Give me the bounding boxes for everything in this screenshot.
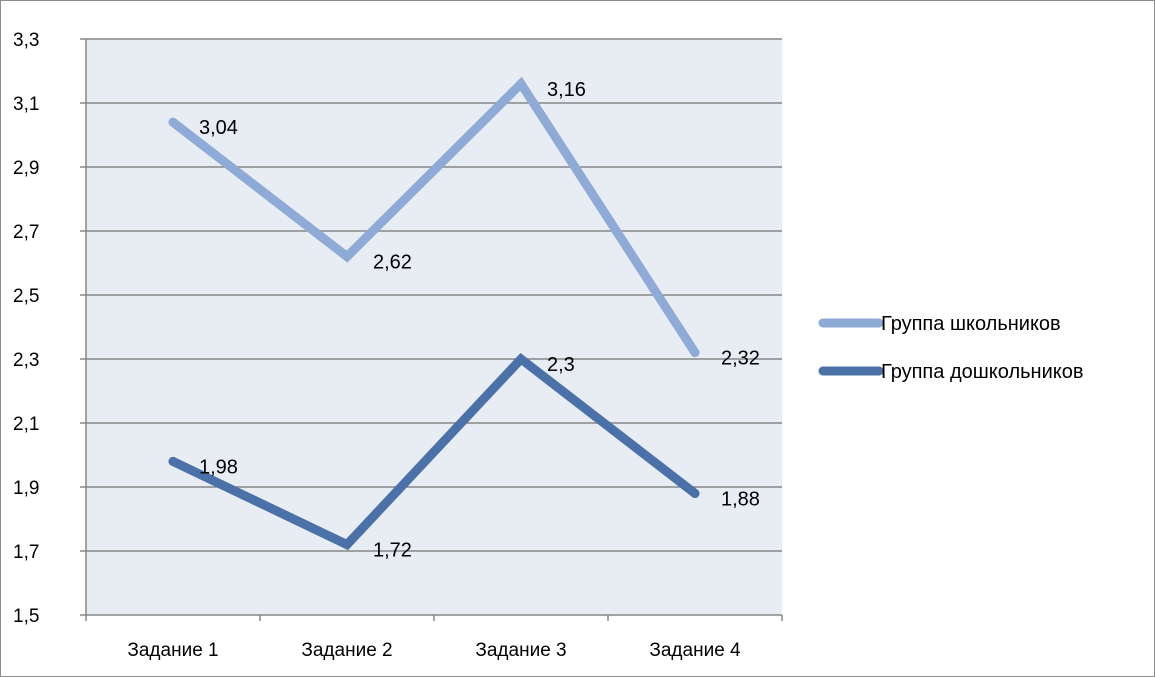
data-point	[516, 354, 526, 364]
series-line-2	[168, 352, 700, 551]
y-tick-label: 1,7	[13, 542, 39, 563]
x-tick-label: Задание 3	[475, 640, 566, 661]
y-tick-label: 3,1	[13, 94, 39, 115]
x-tick-label: Задание 1	[127, 640, 218, 661]
y-tick-label: 1,5	[13, 606, 39, 627]
y-tick-label: 2,9	[13, 158, 39, 179]
data-point	[516, 79, 526, 89]
legend-label: Группа школьников	[881, 313, 1061, 335]
data-point	[342, 252, 352, 262]
series-line-1	[168, 76, 700, 358]
x-tick-label: Задание 2	[301, 640, 392, 661]
data-point	[342, 540, 352, 550]
data-label: 1,88	[721, 488, 760, 510]
data-point	[168, 117, 178, 127]
data-label: 2,3	[547, 354, 575, 376]
y-tick-label: 1,9	[13, 478, 39, 499]
y-tick-label: 3,3	[13, 30, 39, 51]
data-label: 2,62	[373, 252, 412, 274]
data-point	[690, 348, 700, 358]
data-label: 2,32	[721, 348, 760, 370]
data-label: 1,98	[199, 456, 238, 478]
data-label: 3,04	[199, 117, 238, 139]
legend-label: Группа дошкольников	[881, 361, 1083, 383]
data-label: 3,16	[547, 79, 586, 101]
y-tick-label: 2,5	[13, 286, 39, 307]
y-tick-label: 2,1	[13, 414, 39, 435]
data-label: 1,72	[373, 540, 412, 562]
plot-area	[86, 39, 782, 615]
y-tick-label: 2,7	[13, 222, 39, 243]
data-point	[690, 488, 700, 498]
data-point	[168, 456, 178, 466]
x-tick-label: Задание 4	[649, 640, 741, 661]
y-tick-label: 2,3	[13, 350, 39, 371]
